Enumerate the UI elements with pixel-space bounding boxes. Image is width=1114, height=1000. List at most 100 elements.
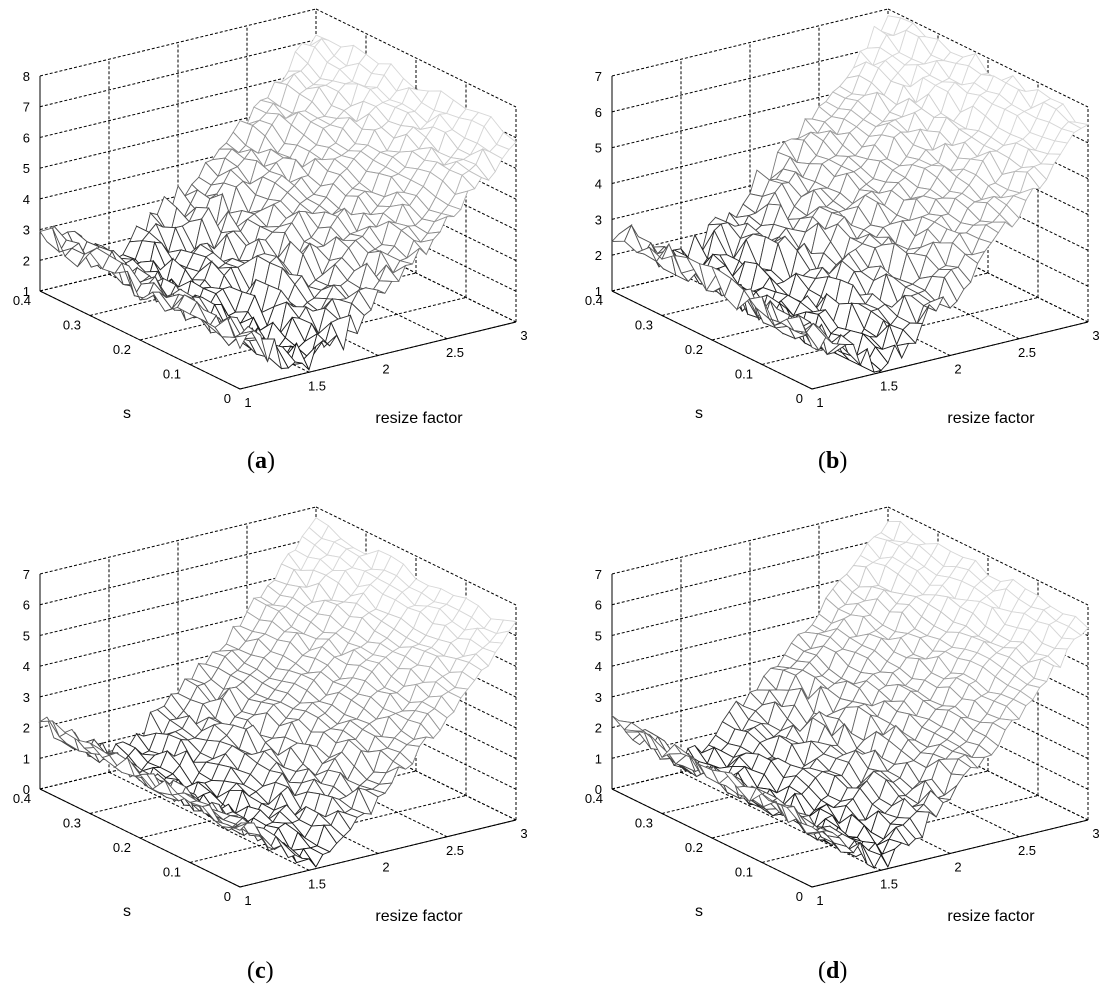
chart-panel-a: 1 2 3 4 5 6 7 8 0 0.1 0.2 0.3 0.4 1 1.5 2 2.5 3 s resize fa… xyxy=(0,0,540,474)
z-tick-label: 3 xyxy=(23,690,30,705)
surface-patch xyxy=(799,316,821,352)
z-tick-label: 4 xyxy=(595,177,602,192)
x-tick-label: 1 xyxy=(816,893,823,908)
z-tick-label: 2 xyxy=(595,721,602,736)
grid-line-z-back xyxy=(39,506,317,575)
z-tick-label: 1 xyxy=(23,284,30,299)
x-tick-label: 2 xyxy=(954,362,961,377)
s-axis-label: s xyxy=(123,903,131,920)
z-tick-label: 2 xyxy=(23,253,30,268)
s-tick-label: 0.4 xyxy=(585,791,603,806)
grid-line-z-right xyxy=(887,8,1089,108)
grid-line-z-right xyxy=(315,506,517,606)
z-tick-label: 8 xyxy=(23,69,30,84)
s-tick-label: 0.2 xyxy=(113,840,131,855)
z-tick-label: 0 xyxy=(595,782,602,797)
x-tick-label: 3 xyxy=(1092,328,1099,343)
chart-panel-d: 0 1 2 3 4 5 6 7 0 0.1 0.2 0.3 0.4 1 1.5 2 2.5 3 s resize fa… xyxy=(572,498,1112,984)
x-tick-label: 1 xyxy=(244,893,251,908)
x-tick-label: 3 xyxy=(520,826,527,841)
z-tick-label: 1 xyxy=(23,751,30,766)
s-tick-label: 0.2 xyxy=(685,840,703,855)
grid-line-z-back xyxy=(39,8,317,77)
x-tick-label: 2.5 xyxy=(1018,843,1036,858)
x-tick-label: 2 xyxy=(954,860,961,875)
s-tick-label: 0.4 xyxy=(585,293,603,308)
s-tick-label: 0.4 xyxy=(13,791,31,806)
z-tick-label: 7 xyxy=(23,100,30,115)
z-tick-label: 6 xyxy=(595,105,602,120)
grid-line-z-back xyxy=(39,39,317,108)
x-axis-label: resize factor xyxy=(375,908,463,925)
x-tick-label: 1 xyxy=(816,395,823,410)
grid-line-z-back xyxy=(611,8,889,77)
x-axis-line xyxy=(811,819,1089,888)
surface-patch xyxy=(227,318,248,350)
z-tick-label: 4 xyxy=(595,659,602,674)
x-tick-label: 2 xyxy=(382,362,389,377)
s-tick-label: 0.3 xyxy=(635,816,653,831)
s-tick-label: 0.4 xyxy=(13,293,31,308)
x-axis-label: resize factor xyxy=(375,410,463,427)
s-axis-line xyxy=(611,788,813,888)
grid-line-z-back xyxy=(611,506,889,575)
z-tick-label: 7 xyxy=(23,567,30,582)
z-tick-label: 6 xyxy=(23,130,30,145)
x-axis-line xyxy=(239,819,517,888)
x-axis-label: resize factor xyxy=(947,908,1035,925)
z-tick-label: 4 xyxy=(23,192,30,207)
s-axis-line xyxy=(39,290,241,390)
s-tick-label: 0.1 xyxy=(163,865,181,880)
z-tick-label: 6 xyxy=(595,598,602,613)
chart-panel-c: 0 1 2 3 4 5 6 7 0 0.1 0.2 0.3 0.4 1 1.5 2 2.5 3 s resize fa… xyxy=(0,498,540,984)
z-tick-label: 7 xyxy=(595,69,602,84)
s-tick-label: 0 xyxy=(796,391,803,406)
x-tick-label: 1.5 xyxy=(880,378,898,393)
z-tick-label: 5 xyxy=(595,141,602,156)
s-tick-label: 0.3 xyxy=(63,816,81,831)
x-axis-line xyxy=(239,321,517,390)
z-tick-label: 5 xyxy=(23,628,30,643)
surface-patch xyxy=(227,822,248,831)
panel-label-a: (a) xyxy=(247,448,275,474)
z-tick-label: 3 xyxy=(595,212,602,227)
s-axis-line xyxy=(39,788,241,888)
x-tick-label: 1.5 xyxy=(880,876,898,891)
s-tick-label: 0.2 xyxy=(113,342,131,357)
x-tick-label: 2.5 xyxy=(1018,345,1036,360)
z-tick-label: 1 xyxy=(595,751,602,766)
grid-line-z-back xyxy=(611,44,889,113)
z-tick-label: 2 xyxy=(23,721,30,736)
z-tick-label: 4 xyxy=(23,659,30,674)
s-tick-label: 0.3 xyxy=(63,318,81,333)
grid-line-z-back xyxy=(39,567,317,636)
x-tick-label: 2.5 xyxy=(446,843,464,858)
s-tick-label: 0.1 xyxy=(735,367,753,382)
z-tick-label: 7 xyxy=(595,567,602,582)
s-axis-label: s xyxy=(695,903,703,920)
x-tick-label: 2 xyxy=(382,860,389,875)
s-tick-label: 0.1 xyxy=(163,367,181,382)
grid-line-z-back xyxy=(39,69,317,138)
x-tick-label: 2.5 xyxy=(446,345,464,360)
panel-label-d: (d) xyxy=(818,958,848,984)
grid-line-z-back xyxy=(39,537,317,606)
z-tick-label: 1 xyxy=(595,284,602,299)
panel-label-b: (b) xyxy=(818,448,848,474)
z-tick-label: 3 xyxy=(595,690,602,705)
s-axis-label: s xyxy=(123,405,131,422)
grid-line-z-right xyxy=(315,8,517,108)
x-tick-label: 3 xyxy=(520,328,527,343)
chart-panel-b: 1 2 3 4 5 6 7 0 0.1 0.2 0.3 0.4 1 1.5 2 2.5 3 s resize fac… xyxy=(572,0,1112,474)
z-tick-label: 0 xyxy=(23,782,30,797)
z-tick-label: 2 xyxy=(595,248,602,263)
x-tick-label: 3 xyxy=(1092,826,1099,841)
s-axis-line xyxy=(611,290,813,390)
z-tick-label: 5 xyxy=(23,161,30,176)
surface-patch xyxy=(798,821,821,834)
panel-label-c: (c) xyxy=(247,958,274,984)
